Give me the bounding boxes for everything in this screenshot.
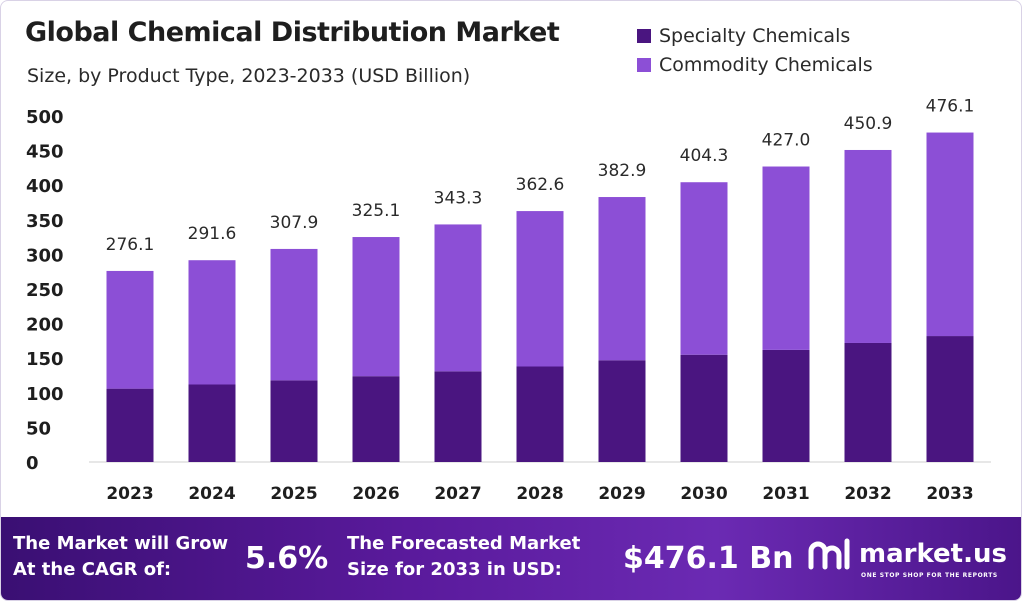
x-tick-label: 2031 — [762, 484, 809, 504]
y-tick-label: 450 — [26, 142, 64, 163]
legend-label-commodity: Commodity Chemicals — [659, 53, 873, 76]
bar-specialty — [106, 388, 154, 462]
legend-swatch-specialty — [637, 28, 651, 43]
cagr-value: 5.6% — [245, 541, 329, 576]
y-tick-label: 500 — [26, 107, 64, 128]
y-tick-label: 100 — [26, 384, 64, 405]
bar-commodity — [762, 166, 810, 350]
brand-tagline: ONE STOP SHOP FOR THE REPORTS — [861, 572, 998, 579]
x-tick-label: 2028 — [516, 484, 563, 504]
data-label-total: 307.9 — [270, 213, 319, 233]
x-tick-label: 2030 — [680, 484, 727, 504]
bar-commodity — [844, 149, 892, 343]
data-label-total: 404.3 — [680, 146, 729, 166]
market-us-logo-icon — [808, 538, 850, 570]
x-tick-label: 2024 — [188, 484, 235, 504]
chart-title: Global Chemical Distribution Market — [25, 17, 560, 48]
summary-banner: The Market will Grow At the CAGR of: 5.6… — [1, 517, 1021, 600]
x-tick-label: 2026 — [352, 484, 399, 504]
y-tick-label: 50 — [26, 418, 51, 439]
y-tick-label: 250 — [26, 280, 64, 301]
bar-specialty — [188, 384, 236, 462]
bar-commodity — [926, 132, 974, 337]
x-tick-label: 2029 — [598, 484, 645, 504]
bar-specialty — [598, 360, 646, 462]
bar-specialty — [926, 336, 974, 462]
bar-commodity — [106, 270, 154, 389]
legend-label-specialty: Specialty Chemicals — [659, 24, 851, 47]
data-label-total: 362.6 — [516, 175, 565, 195]
bar-commodity — [352, 237, 400, 377]
data-label-total: 276.1 — [106, 235, 155, 255]
legend-item-specialty: Specialty Chemicals — [637, 21, 873, 50]
x-tick-label: 2032 — [844, 484, 891, 504]
bar-commodity — [598, 197, 646, 361]
cagr-caption-line2: At the CAGR of: — [13, 559, 172, 580]
x-tick-label: 2027 — [434, 484, 481, 504]
data-label-total: 476.1 — [926, 97, 975, 117]
data-label-total: 343.3 — [434, 188, 483, 208]
legend-item-commodity: Commodity Chemicals — [637, 50, 873, 79]
data-label-total: 427.0 — [762, 131, 811, 151]
y-tick-label: 300 — [26, 245, 64, 266]
forecast-value: $476.1 Bn — [623, 541, 794, 576]
chart-subtitle: Size, by Product Type, 2023-2033 (USD Bi… — [27, 65, 471, 87]
y-tick-label: 400 — [26, 176, 64, 197]
bar-commodity — [680, 182, 728, 355]
y-tick-label: 200 — [26, 315, 64, 336]
bar-commodity — [188, 260, 236, 385]
bar-commodity — [516, 211, 564, 367]
bar-specialty — [270, 380, 318, 462]
data-label-total: 382.9 — [598, 161, 647, 181]
bar-commodity — [434, 224, 482, 372]
data-label-total: 450.9 — [844, 114, 893, 134]
bar-specialty — [762, 349, 810, 462]
forecast-caption-line2: Size for 2033 in USD: — [347, 559, 562, 580]
bar-chart: 0 50 100 150 200 250 300 350 400 450 500 276.1 2023 2… — [26, 97, 991, 504]
bar-specialty — [680, 354, 728, 462]
x-tick-label: 2033 — [926, 484, 973, 504]
y-tick-label: 150 — [26, 349, 64, 370]
data-label-total: 325.1 — [352, 201, 401, 221]
y-tick-label: 350 — [26, 211, 64, 232]
bar-specialty — [844, 342, 892, 462]
cagr-caption-line1: The Market will Grow — [13, 533, 229, 554]
x-tick-label: 2025 — [270, 484, 317, 504]
y-tick-label: 0 — [26, 453, 39, 474]
x-tick-label: 2023 — [106, 484, 153, 504]
bar-commodity — [270, 248, 318, 381]
bar-specialty — [516, 366, 564, 462]
forecast-caption-line1: The Forecasted Market — [347, 533, 581, 554]
brand-name: market.us — [859, 539, 1007, 569]
data-label-total: 291.6 — [188, 224, 237, 244]
bar-specialty — [434, 371, 482, 462]
legend: Specialty Chemicals Commodity Chemicals — [637, 21, 873, 79]
legend-swatch-commodity — [637, 57, 651, 72]
bar-specialty — [352, 376, 400, 462]
